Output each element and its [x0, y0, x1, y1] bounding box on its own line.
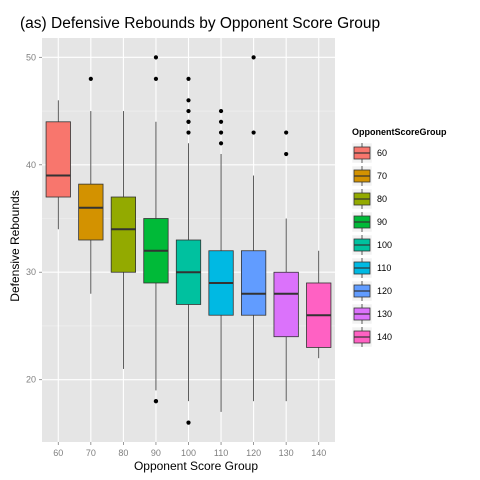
box-iqr — [45, 121, 71, 198]
legend-label: 100 — [377, 240, 392, 250]
outlier-point — [284, 130, 289, 135]
legend-item-100: 100 — [351, 234, 392, 256]
x-tick-label: 80 — [118, 448, 128, 458]
outlier-point — [186, 98, 191, 103]
legend-item-70: 70 — [351, 165, 387, 187]
x-axis-title: Opponent Score Group — [134, 459, 258, 473]
chart-title: (as) Defensive Rebounds by Opponent Scor… — [20, 15, 380, 32]
box-group-140 — [306, 250, 332, 359]
y-axis-title: Defensive Rebounds — [8, 190, 22, 301]
legend-item-140: 140 — [351, 326, 392, 348]
y-tick-label: 30 — [26, 267, 36, 277]
legend-label: 110 — [377, 263, 391, 273]
x-tick-label: 100 — [181, 448, 196, 458]
outlier-point — [153, 399, 159, 404]
outlier-point — [218, 141, 224, 146]
legend-label: 130 — [377, 309, 392, 319]
outlier-point — [153, 76, 159, 81]
box-iqr — [241, 250, 267, 316]
legend-item-60: 60 — [351, 142, 387, 164]
box-iqr — [110, 196, 136, 273]
x-tick-label: 140 — [311, 448, 326, 458]
x-tick-label: 110 — [214, 448, 228, 458]
box-group-90 — [143, 55, 169, 404]
box-iqr — [273, 271, 299, 338]
outlier-point — [218, 119, 224, 124]
outlier-point — [186, 108, 191, 114]
outlier-point — [218, 108, 224, 114]
box-group-80 — [110, 111, 136, 369]
outlier-point — [186, 420, 191, 425]
legend-item-90: 90 — [351, 211, 387, 233]
legend-item-110: 110 — [351, 257, 391, 279]
x-tick-label: 60 — [53, 448, 63, 458]
box-group-120 — [241, 55, 267, 402]
box-group-60 — [45, 100, 71, 230]
y-axis-ticks: 20 30 40 50 — [26, 52, 42, 385]
legend-label: 80 — [377, 194, 387, 204]
outlier-point — [251, 55, 256, 60]
legend-label: 140 — [377, 332, 392, 342]
legend-label: 60 — [377, 148, 387, 158]
box-group-70 — [78, 76, 104, 294]
x-axis-ticks: 60 70 80 90 100 110 120 130 140 — [53, 442, 326, 458]
outlier-point — [186, 76, 191, 81]
x-tick-label: 120 — [246, 448, 261, 458]
box-group-100 — [175, 76, 202, 425]
legend-item-120: 120 — [351, 280, 392, 302]
outlier-point — [186, 130, 191, 135]
legend: OpponentScoreGroup 60 70 80 90 100 110 120 130 1… — [351, 127, 447, 348]
legend-label: 120 — [377, 286, 392, 296]
y-tick-label: 50 — [26, 52, 36, 62]
legend-item-130: 130 — [351, 303, 392, 325]
outlier-point — [218, 130, 224, 135]
box-group-110 — [208, 108, 234, 412]
x-tick-label: 130 — [279, 448, 294, 458]
box-iqr — [78, 183, 104, 241]
outlier-point — [284, 151, 289, 157]
box-group-130 — [273, 130, 299, 402]
box-marks — [45, 55, 332, 425]
outlier-point — [186, 119, 191, 124]
legend-item-80: 80 — [351, 188, 387, 210]
x-tick-label: 90 — [151, 448, 161, 458]
y-tick-label: 40 — [26, 160, 36, 170]
outlier-point — [153, 55, 159, 60]
legend-label: 90 — [377, 217, 387, 227]
x-tick-label: 70 — [86, 448, 96, 458]
y-tick-label: 20 — [26, 375, 36, 385]
legend-label: 70 — [377, 171, 387, 181]
legend-title: OpponentScoreGroup — [352, 127, 447, 137]
outlier-point — [88, 76, 93, 81]
outlier-point — [251, 130, 256, 135]
